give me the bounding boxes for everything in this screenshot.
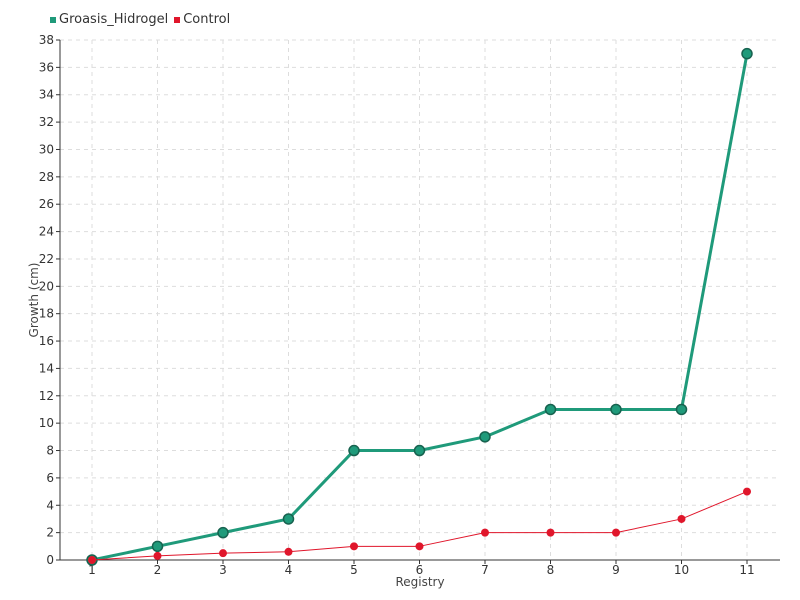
x-tick-label: 11 [739, 563, 754, 577]
x-tick-label: 7 [481, 563, 489, 577]
legend-item-control[interactable]: Control [174, 12, 230, 27]
y-tick-label: 16 [39, 334, 54, 348]
x-tick-label: 8 [547, 563, 555, 577]
x-tick-label: 4 [285, 563, 293, 577]
x-tick-label: 10 [674, 563, 689, 577]
data-point-control [546, 528, 555, 537]
y-tick-label: 2 [46, 526, 54, 540]
x-tick-label: 6 [416, 563, 424, 577]
y-tick-label: 38 [39, 33, 54, 47]
grid-lines [60, 39, 780, 561]
y-tick-label: 6 [46, 471, 54, 485]
data-point-groasis [479, 431, 491, 443]
y-tick-label: 0 [46, 553, 54, 567]
y-tick-label: 8 [46, 444, 54, 458]
legend-item-groasis[interactable]: Groasis_Hidrogel [50, 12, 168, 27]
x-tick-label: 3 [219, 563, 227, 577]
legend-label-control: Control [183, 12, 231, 27]
data-point-control [481, 528, 489, 537]
data-point-control [612, 528, 620, 537]
data-point-control [219, 549, 227, 558]
data-point-groasis [544, 403, 557, 416]
legend-swatch-control [174, 16, 181, 23]
x-axis-title: Registry [395, 575, 444, 589]
data-point-groasis [348, 444, 360, 457]
data-point-control [677, 514, 686, 523]
x-axis-ticks: 1 2 3 4 5 6 7 8 9 10 11 [88, 560, 755, 577]
y-tick-label: 14 [39, 361, 54, 375]
y-tick-label: 20 [39, 279, 54, 293]
data-point-groasis [217, 526, 229, 539]
x-tick-label: 2 [154, 563, 162, 577]
y-tick-label: 34 [39, 88, 54, 102]
series-group [86, 47, 753, 566]
chart-legend: Groasis_Hidrogel Control [50, 12, 236, 27]
x-tick-label: 5 [350, 563, 358, 577]
legend-label-groasis: Groasis_Hidrogel [59, 12, 169, 27]
data-point-groasis [741, 47, 753, 60]
data-point-control [415, 542, 424, 551]
data-point-groasis [151, 540, 164, 553]
x-tick-label: 9 [612, 563, 620, 577]
data-point-groasis [413, 444, 426, 457]
data-point-groasis [610, 403, 622, 416]
y-tick-label: 4 [46, 498, 54, 512]
data-point-groasis [675, 403, 688, 416]
data-point-control [153, 551, 162, 560]
y-tick-label: 26 [39, 197, 54, 211]
y-tick-label: 30 [39, 142, 54, 156]
data-point-control [88, 556, 96, 564]
y-tick-label: 32 [39, 115, 54, 129]
y-tick-label: 22 [39, 252, 54, 266]
data-point-control [284, 547, 293, 556]
y-tick-label: 28 [39, 170, 54, 184]
y-tick-label: 12 [39, 389, 54, 403]
data-point-control [743, 487, 751, 496]
x-tick-label: 1 [88, 563, 96, 577]
legend-swatch-groasis [50, 16, 56, 23]
y-tick-label: 36 [39, 60, 54, 74]
y-tick-label: 18 [39, 307, 54, 321]
data-point-groasis [282, 513, 295, 525]
y-tick-label: 24 [39, 225, 54, 239]
data-point-control [350, 542, 358, 551]
y-tick-label: 10 [39, 416, 54, 430]
y-axis-title: Growth (cm) [27, 263, 41, 338]
